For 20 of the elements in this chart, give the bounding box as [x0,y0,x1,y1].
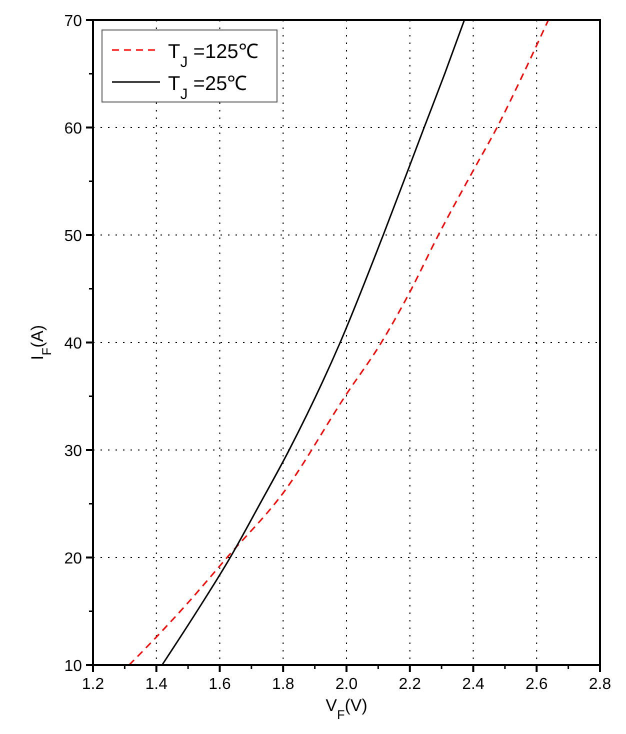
x-axis-title: V$_{F}$(V) [326,696,368,722]
y-tick-label: 20 [64,550,82,568]
x-tick-label: 2.6 [526,676,548,693]
y-tick-label: 60 [64,120,82,138]
x-tick-label: 1.2 [82,676,104,693]
y-tick-label: 40 [64,336,82,352]
legend-label: T$_{J}$ =25℃ [168,73,248,102]
x-tick-label: 2.8 [588,676,612,693]
y-tick-label: 50 [64,228,82,245]
x-tick-label: 1.4 [145,676,168,693]
y-tick-label: 10 [64,658,82,675]
x-tick-label: 2.4 [462,676,484,693]
y-tick-label: 70 [64,13,82,30]
x-tick-label: 2.0 [335,676,358,693]
y-tick-label: 30 [64,443,82,460]
legend-label: T$_{J}$ =125℃ [168,41,258,70]
x-tick-label: 1.8 [272,676,294,693]
x-tick-label: 2.2 [398,676,422,693]
x-tick-label: 1.6 [208,676,231,693]
line-series [128,20,550,665]
